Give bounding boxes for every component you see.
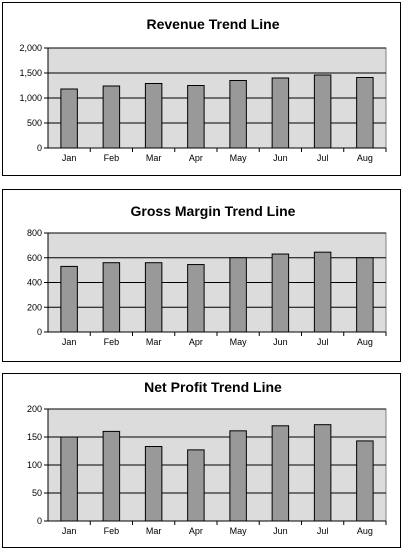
y-tick-label: 200 [27,302,42,312]
bar-aug [357,441,373,521]
x-tick-label: Jan [62,153,77,163]
x-tick-label: Jul [317,153,329,163]
bar-may [230,431,246,521]
y-tick-label: 1,500 [19,68,42,78]
bar-jan [61,266,77,332]
bar-jan [61,89,77,148]
x-tick-label: Aug [357,337,373,347]
bar-jul [314,75,330,148]
chart-title: Net Profit Trend Line [144,379,282,395]
bar-apr [188,86,204,149]
revenue-chart-panel: Revenue Trend Line 0 500 1,000 1,500 2,000 Jan… [2,2,401,176]
bar-mar [145,447,161,521]
y-tick-label: 500 [27,118,42,128]
x-tick-label: Jun [273,337,288,347]
gross-margin-chart: Gross Margin Trend Line 0 200 400 600 800 Jan F… [3,190,400,361]
y-tick-label: 200 [27,404,42,414]
x-tick-label: Jun [273,526,288,536]
bar-jun [272,426,288,521]
y-tick-label: 800 [27,228,42,238]
y-tick-label: 0 [37,327,42,337]
y-tick-label: 50 [32,488,42,498]
y-tick-label: 1,000 [19,93,42,103]
y-tick-label: 0 [37,143,42,153]
gross-margin-chart-panel: Gross Margin Trend Line 0 200 400 600 800 Jan F… [2,189,401,362]
bar-mar [145,263,161,332]
bar-may [230,81,246,149]
bar-may [230,258,246,332]
x-tick-label: Feb [104,337,120,347]
bar-jun [272,254,288,332]
y-tick-label: 0 [37,516,42,526]
chart-title: Gross Margin Trend Line [131,203,296,219]
x-tick-label: Jul [317,526,329,536]
bar-feb [103,86,119,148]
net-profit-chart-panel: Net Profit Trend Line 0 50 100 150 200 Jan Feb M… [2,373,401,548]
bar-mar [145,84,161,149]
x-tick-label: Mar [146,526,162,536]
revenue-chart: Revenue Trend Line 0 500 1,000 1,500 2,000 Jan… [3,3,400,175]
bar-aug [357,258,373,332]
x-tick-label: May [230,526,248,536]
x-tick-label: May [230,153,248,163]
bar-jul [314,252,330,332]
x-tick-label: Jul [317,337,329,347]
x-tick-label: Mar [146,337,162,347]
x-tick-label: Feb [104,153,120,163]
y-tick-label: 2,000 [19,43,42,53]
x-tick-label: Mar [146,153,162,163]
x-tick-label: Jun [273,153,288,163]
x-tick-label: Jan [62,337,77,347]
bar-jan [61,437,77,521]
x-tick-label: Apr [189,526,203,536]
y-tick-label: 600 [27,253,42,263]
chart-title: Revenue Trend Line [146,16,279,32]
x-tick-label: Aug [357,153,373,163]
y-tick-label: 400 [27,278,42,288]
bar-jun [272,78,288,148]
x-tick-label: Apr [189,337,203,347]
bar-feb [103,431,119,521]
x-tick-label: Jan [62,526,77,536]
x-tick-label: Apr [189,153,203,163]
bar-aug [357,78,373,149]
bar-feb [103,263,119,332]
net-profit-chart: Net Profit Trend Line 0 50 100 150 200 Jan Feb M… [3,374,400,547]
x-tick-label: Aug [357,526,373,536]
bar-apr [188,450,204,521]
x-tick-label: May [230,337,248,347]
y-tick-label: 100 [27,460,42,470]
bar-jul [314,425,330,521]
y-tick-label: 150 [27,432,42,442]
x-tick-label: Feb [104,526,120,536]
bar-apr [188,265,204,332]
